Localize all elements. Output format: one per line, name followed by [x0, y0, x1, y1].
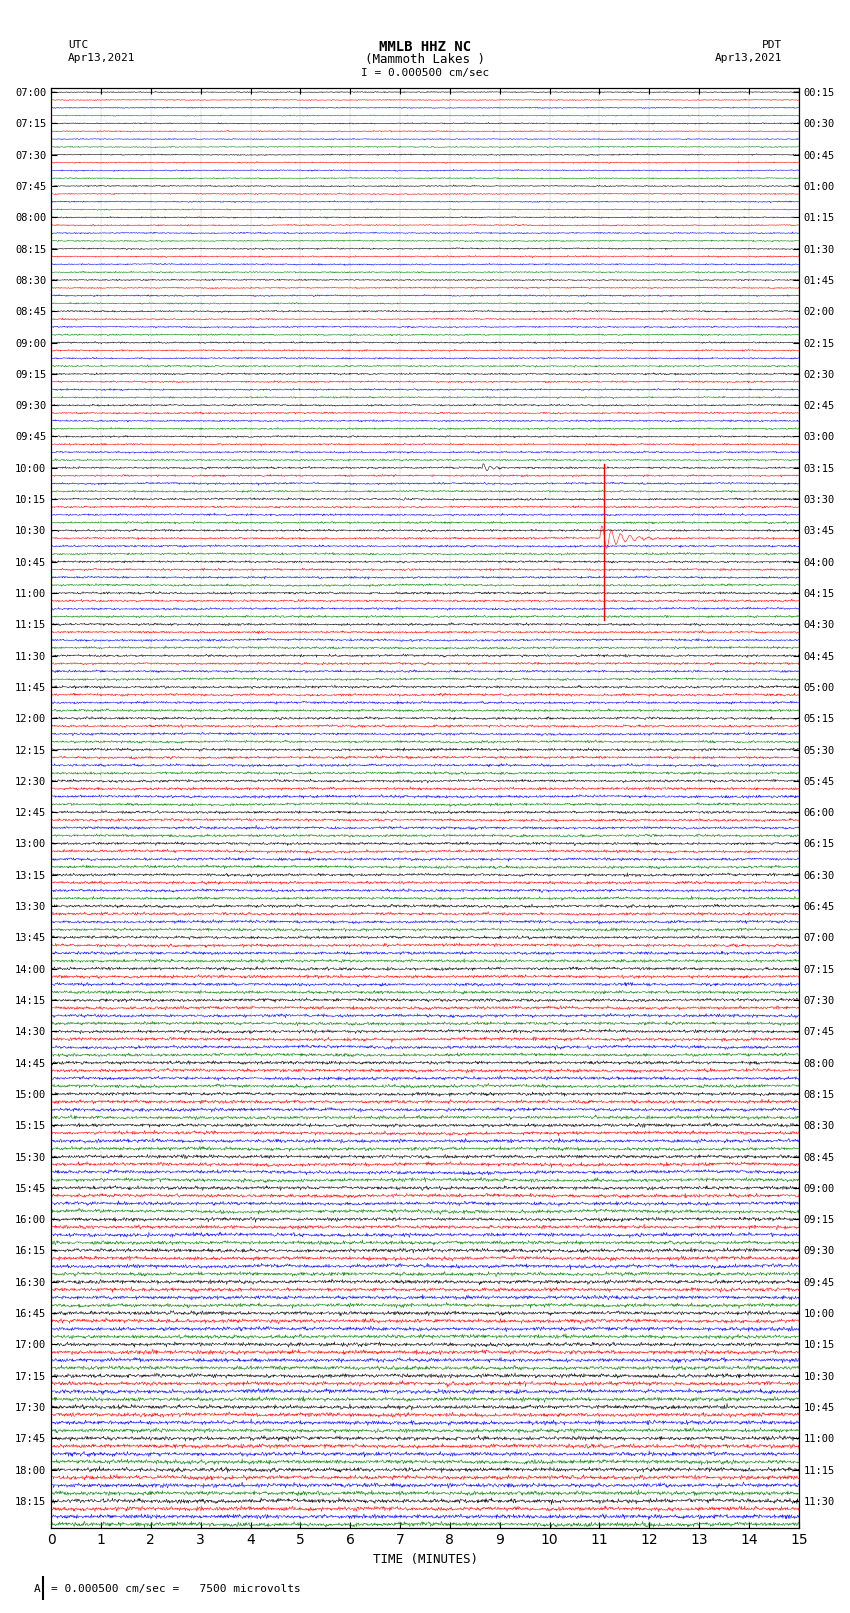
Text: PDT: PDT: [762, 40, 782, 50]
Text: (Mammoth Lakes ): (Mammoth Lakes ): [365, 53, 485, 66]
Text: I = 0.000500 cm/sec: I = 0.000500 cm/sec: [361, 68, 489, 77]
Text: = 0.000500 cm/sec =   7500 microvolts: = 0.000500 cm/sec = 7500 microvolts: [51, 1584, 301, 1594]
Text: Apr13,2021: Apr13,2021: [715, 53, 782, 63]
Text: UTC: UTC: [68, 40, 88, 50]
Text: Apr13,2021: Apr13,2021: [68, 53, 135, 63]
Text: MMLB HHZ NC: MMLB HHZ NC: [379, 40, 471, 55]
Text: A: A: [34, 1584, 41, 1594]
X-axis label: TIME (MINUTES): TIME (MINUTES): [372, 1553, 478, 1566]
